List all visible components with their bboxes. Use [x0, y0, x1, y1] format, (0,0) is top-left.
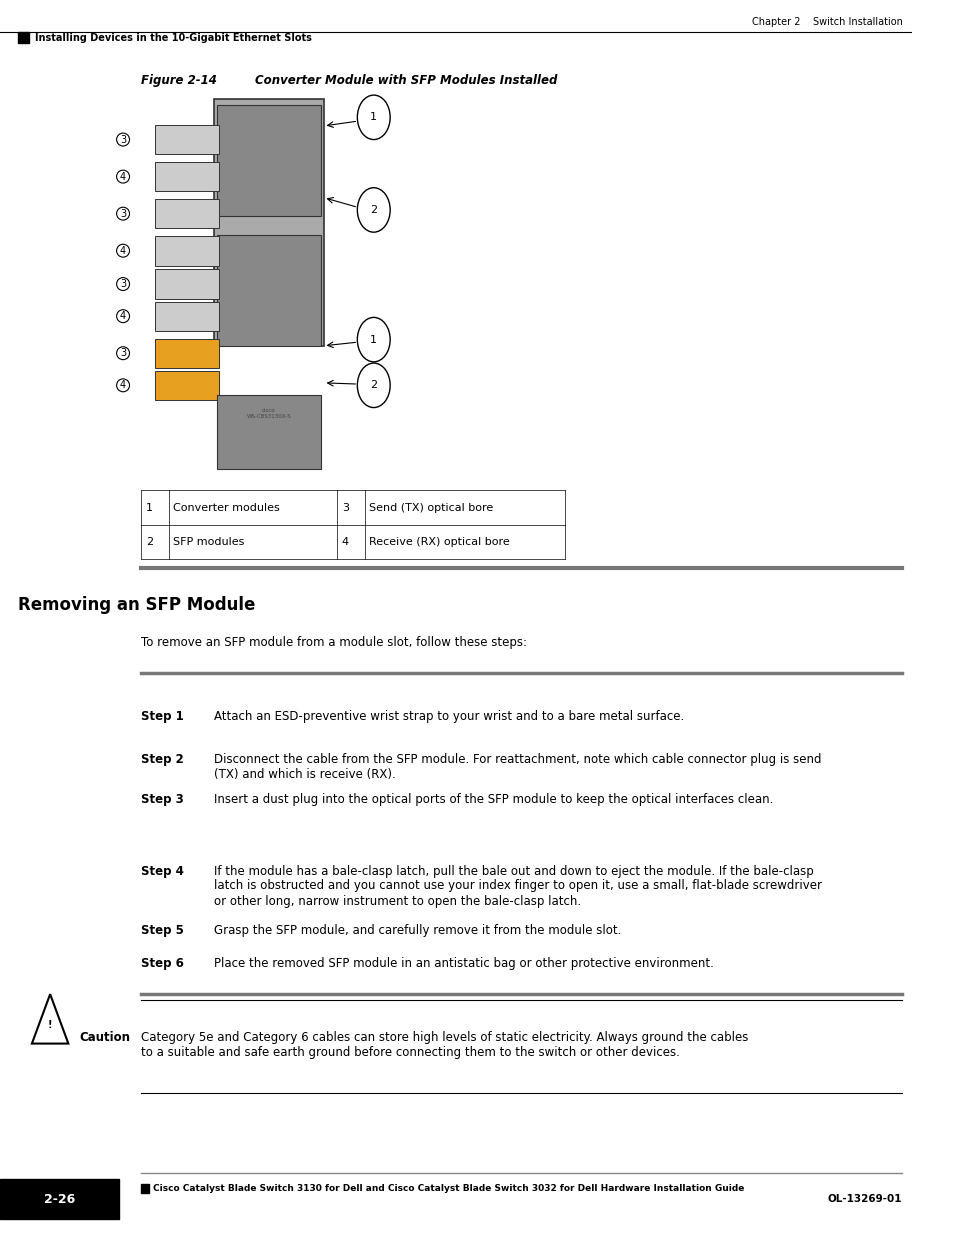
Text: Place the removed SFP module in an antistatic bag or other protective environmen: Place the removed SFP module in an antis…: [214, 957, 714, 971]
Text: 2-26: 2-26: [44, 1193, 74, 1205]
Text: Step 2: Step 2: [141, 753, 184, 767]
Text: 1: 1: [370, 112, 376, 122]
Text: 1: 1: [370, 335, 376, 345]
FancyBboxPatch shape: [214, 99, 323, 346]
Bar: [154, 370, 218, 400]
Bar: [216, 235, 320, 346]
Bar: [0, 1179, 118, 1219]
Text: SFP modules: SFP modules: [173, 537, 244, 547]
Text: 4: 4: [120, 172, 126, 182]
Text: Step 1: Step 1: [141, 710, 184, 724]
Text: If the module has a bale-clasp latch, pull the bale out and down to eject the mo: If the module has a bale-clasp latch, pu…: [214, 864, 821, 908]
Text: 4: 4: [120, 380, 126, 390]
Bar: [141, 1184, 149, 1193]
Text: Chapter 2    Switch Installation: Chapter 2 Switch Installation: [751, 17, 902, 27]
Text: 4: 4: [120, 311, 126, 321]
Bar: [154, 269, 218, 299]
Text: Disconnect the cable from the SFP module. For reattachment, note which cable con: Disconnect the cable from the SFP module…: [214, 753, 821, 782]
Text: Step 3: Step 3: [141, 793, 184, 806]
Text: Converter Module with SFP Modules Installed: Converter Module with SFP Modules Instal…: [255, 74, 558, 86]
Text: 3: 3: [120, 279, 126, 289]
Text: Removing an SFP Module: Removing an SFP Module: [18, 597, 255, 614]
Text: 4: 4: [341, 537, 349, 547]
Text: Insert a dust plug into the optical ports of the SFP module to keep the optical : Insert a dust plug into the optical port…: [214, 793, 773, 806]
Text: 3: 3: [120, 209, 126, 219]
Text: Attach an ESD-preventive wrist strap to your wrist and to a bare metal surface.: Attach an ESD-preventive wrist strap to …: [214, 710, 683, 724]
Text: 2: 2: [370, 205, 377, 215]
Bar: [154, 236, 218, 266]
Bar: [154, 125, 218, 154]
Circle shape: [357, 363, 390, 408]
Bar: [154, 301, 218, 331]
Bar: [154, 162, 218, 191]
Text: Receive (RX) optical bore: Receive (RX) optical bore: [369, 537, 510, 547]
Text: To remove an SFP module from a module slot, follow these steps:: To remove an SFP module from a module sl…: [141, 636, 527, 648]
Text: 4: 4: [120, 246, 126, 256]
Text: 2: 2: [370, 380, 377, 390]
Bar: [154, 338, 218, 368]
Text: 3: 3: [120, 348, 126, 358]
Bar: [216, 105, 320, 216]
Text: Figure 2-14: Figure 2-14: [141, 74, 217, 86]
Text: OL-13269-01: OL-13269-01: [827, 1194, 902, 1204]
Bar: [154, 199, 218, 228]
Text: Cisco Catalyst Blade Switch 3130 for Dell and Cisco Catalyst Blade Switch 3032 f: Cisco Catalyst Blade Switch 3130 for Del…: [153, 1183, 743, 1193]
Text: Category 5e and Category 6 cables can store high levels of static electricity. A: Category 5e and Category 6 cables can st…: [141, 1031, 748, 1060]
Text: Converter modules: Converter modules: [173, 503, 279, 513]
Text: !: !: [48, 1020, 52, 1030]
Circle shape: [357, 95, 390, 140]
Text: Step 4: Step 4: [141, 864, 184, 878]
Text: Caution: Caution: [79, 1031, 131, 1045]
Text: Step 6: Step 6: [141, 957, 184, 971]
Text: Grasp the SFP module, and carefully remove it from the module slot.: Grasp the SFP module, and carefully remo…: [214, 924, 621, 937]
Polygon shape: [31, 994, 69, 1044]
Circle shape: [357, 188, 390, 232]
Text: 1: 1: [146, 503, 152, 513]
Text: Installing Devices in the 10-Gigabit Ethernet Slots: Installing Devices in the 10-Gigabit Eth…: [34, 33, 312, 43]
Text: cisco
WS-CBS3130X-S: cisco WS-CBS3130X-S: [246, 409, 291, 419]
Bar: [216, 395, 320, 469]
Text: 3: 3: [120, 135, 126, 144]
Circle shape: [357, 317, 390, 362]
Text: Step 5: Step 5: [141, 924, 184, 937]
Bar: [18, 32, 30, 43]
Text: Send (TX) optical bore: Send (TX) optical bore: [369, 503, 493, 513]
Text: 3: 3: [341, 503, 349, 513]
Text: 2: 2: [146, 537, 152, 547]
